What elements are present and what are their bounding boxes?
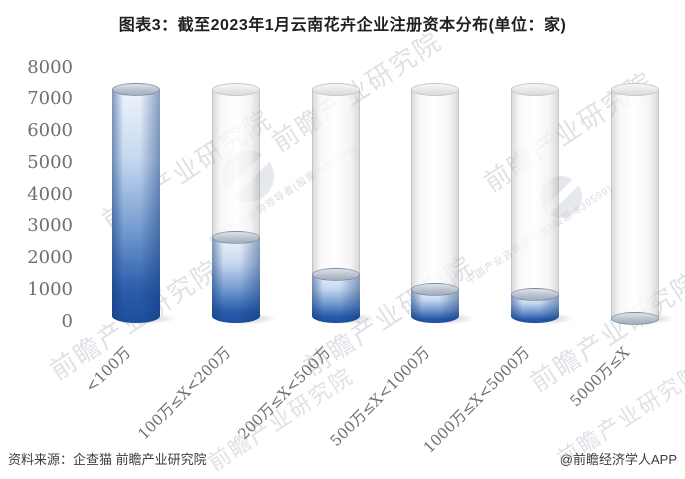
y-tick-label: 3000 xyxy=(27,215,73,237)
bar-fill xyxy=(112,89,160,324)
y-tick-label: 5000 xyxy=(27,151,73,173)
source-label: 资料来源：企查猫 前瞻产业研究院 xyxy=(8,452,207,467)
bar-cylinder-tube xyxy=(611,89,659,324)
bar-cylinder-tube-top xyxy=(211,83,260,97)
credit-label: @前瞻经济学人APP xyxy=(559,452,677,467)
y-tick-label: 2000 xyxy=(27,247,73,269)
bar-fill-surface xyxy=(112,83,160,97)
y-tick-label: 7000 xyxy=(27,88,73,110)
y-tick-label: 4000 xyxy=(27,183,73,205)
bar-cylinder-tube xyxy=(511,89,560,324)
y-tick-label: 0 xyxy=(61,310,73,332)
bar-fill-surface xyxy=(411,283,460,297)
bar-fill-surface xyxy=(211,231,260,245)
bar-cylinder-tube-top xyxy=(311,83,360,97)
bar-fill xyxy=(311,274,360,324)
y-tick-label: 1000 xyxy=(27,278,73,300)
bar-fill-surface xyxy=(511,288,560,302)
chart-title: 图表3：截至2023年1月云南花卉企业注册资本分布(单位：家) xyxy=(118,17,567,34)
bar-fill xyxy=(211,237,260,324)
y-tick-label: 6000 xyxy=(27,120,73,142)
bar-fill-surface xyxy=(611,312,659,326)
bar-cylinder-tube-top xyxy=(411,83,460,97)
bar-fill-surface xyxy=(311,267,360,281)
bar-cylinder-tube-top xyxy=(511,83,560,97)
footer: 资料来源：企查猫 前瞻产业研究院 @前瞻经济学人APP xyxy=(8,449,677,468)
bar-cylinder-tube-top xyxy=(611,83,659,97)
y-tick-label: 8000 xyxy=(27,56,73,78)
